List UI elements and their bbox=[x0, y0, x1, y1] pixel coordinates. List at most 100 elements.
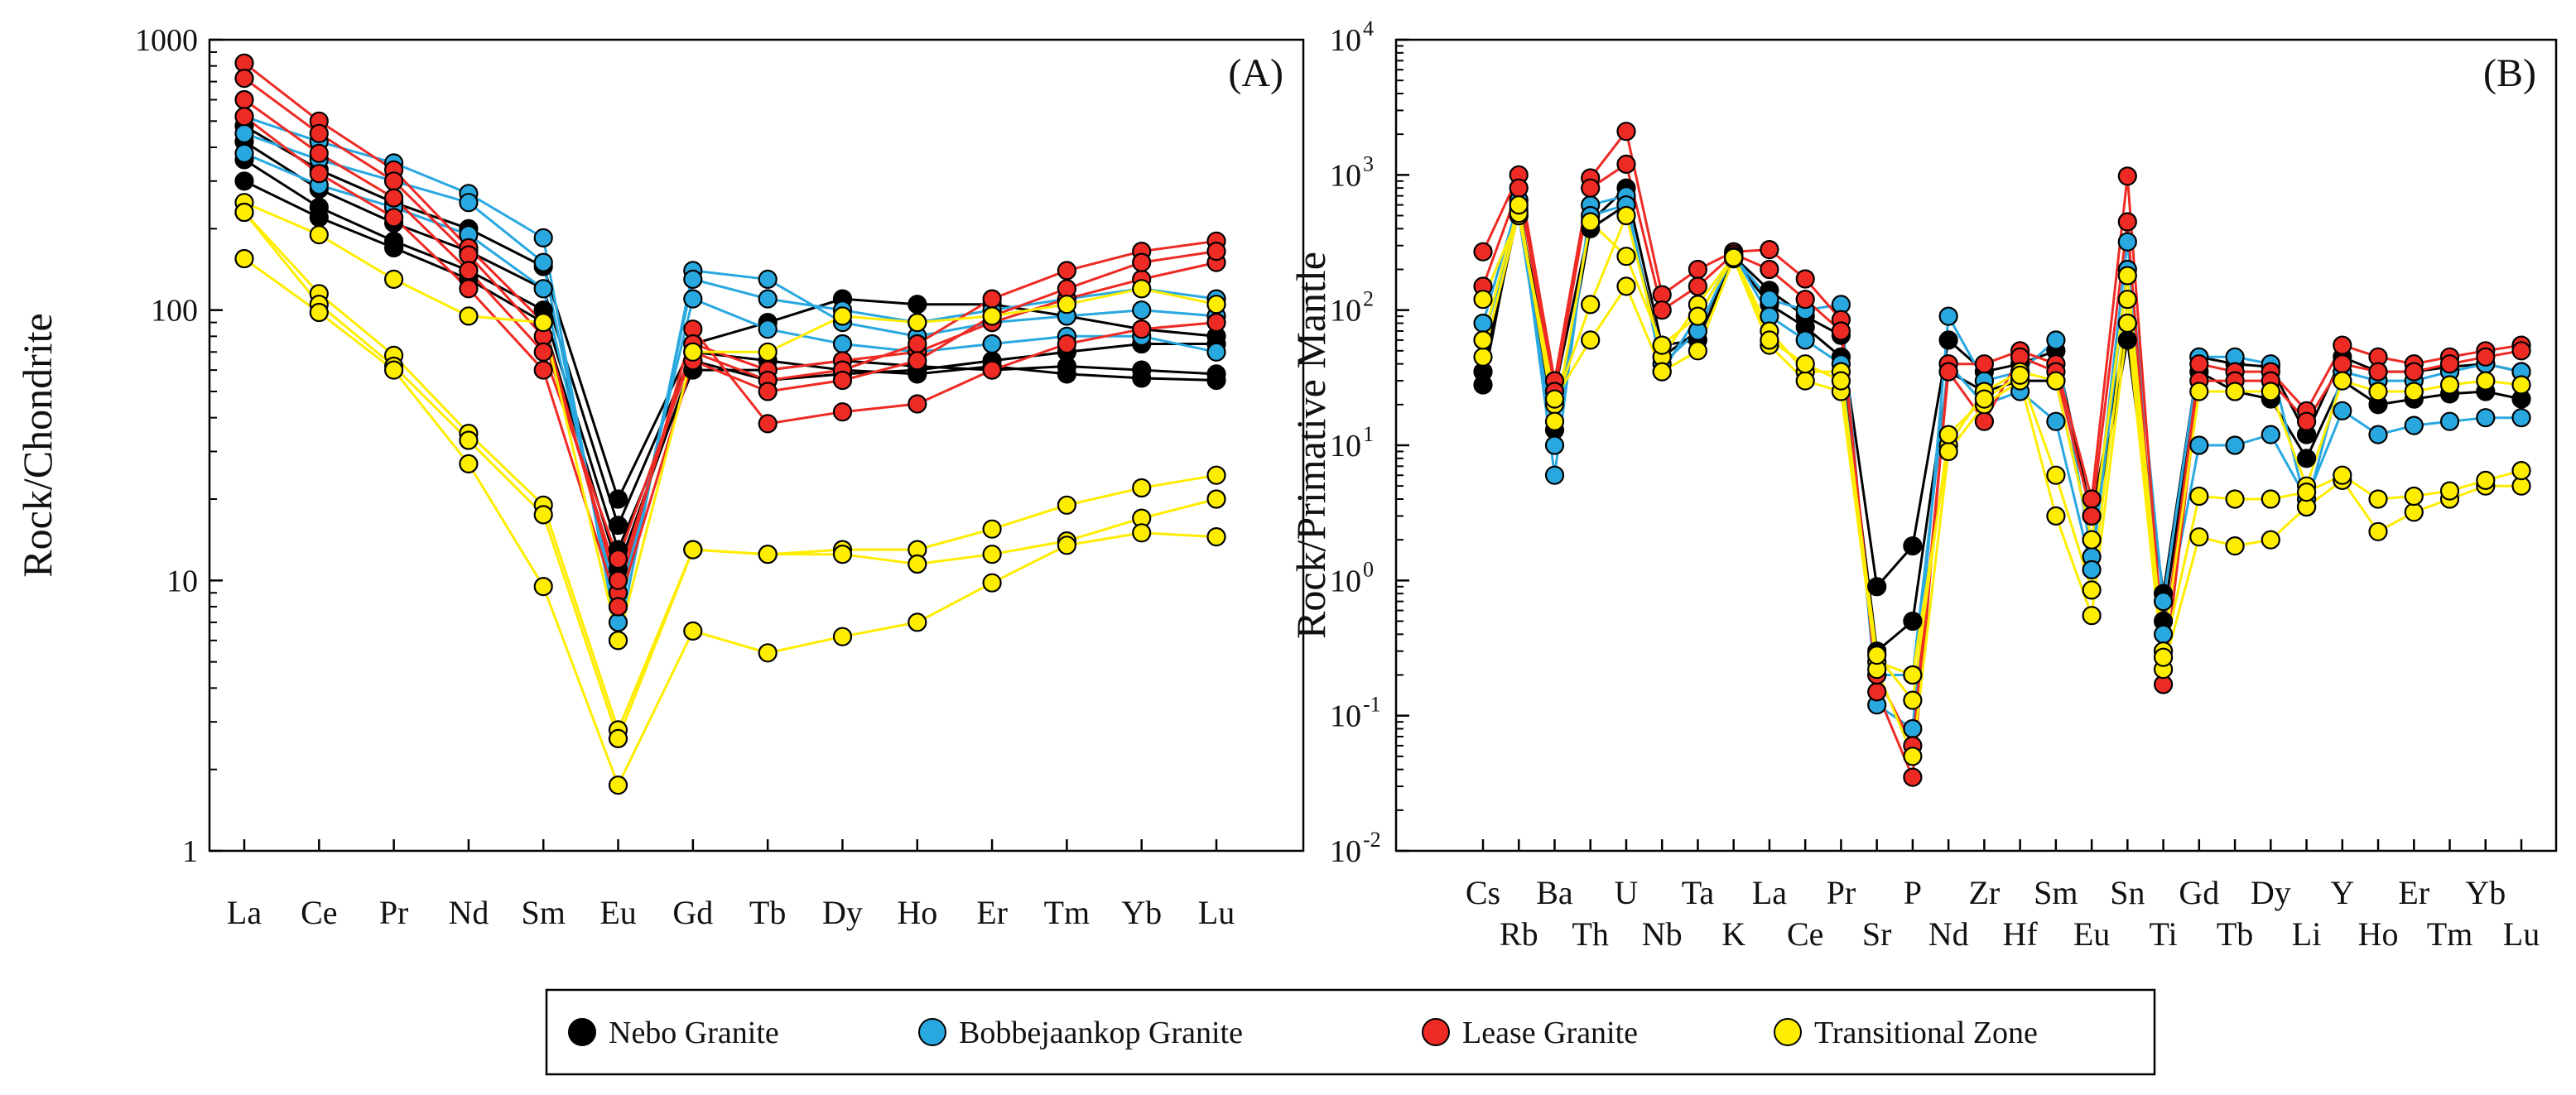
data-point-transitional-zone bbox=[2439, 375, 2460, 395]
data-point-lease-granite bbox=[1688, 259, 1707, 280]
data-point-lease-granite bbox=[2511, 341, 2531, 361]
data-point-transitional-zone bbox=[1938, 425, 1958, 444]
data-point-lease-granite bbox=[908, 394, 927, 414]
data-point-bobbejaankop-granite bbox=[2333, 401, 2352, 420]
data-point-transitional-zone bbox=[2154, 647, 2174, 667]
data-point-lease-granite bbox=[1206, 242, 1226, 262]
data-point-lease-granite bbox=[533, 360, 553, 380]
data-point-lease-granite bbox=[1974, 354, 1994, 374]
data-point-lease-granite bbox=[832, 402, 853, 422]
data-point-lease-granite bbox=[1903, 767, 1923, 787]
data-point-transitional-zone bbox=[2511, 375, 2531, 395]
data-point-lease-granite bbox=[2333, 354, 2352, 374]
data-point-transitional-zone bbox=[2404, 486, 2424, 507]
data-point-transitional-zone bbox=[1206, 526, 1226, 547]
x-tick-label: Tb bbox=[749, 894, 786, 931]
data-point-transitional-zone bbox=[1206, 465, 1226, 485]
data-point-nebo-granite bbox=[1132, 360, 1152, 380]
data-point-transitional-zone bbox=[2476, 371, 2496, 391]
data-point-transitional-zone bbox=[1903, 690, 1923, 710]
data-point-bobbejaankop-granite bbox=[1544, 435, 1565, 455]
data-point-nebo-granite bbox=[1903, 611, 1923, 632]
x-tick-label: Dy bbox=[822, 894, 863, 931]
y-tick-exponent: 4 bbox=[1363, 17, 1374, 41]
data-point-transitional-zone bbox=[2117, 290, 2137, 310]
x-tick-label-top: Pr bbox=[1827, 874, 1856, 911]
data-point-lease-granite bbox=[2333, 335, 2352, 355]
x-tick-label: Nd bbox=[448, 894, 489, 931]
data-point-lease-granite bbox=[1688, 276, 1707, 296]
y-tick-exponent: 0 bbox=[1363, 557, 1374, 581]
data-point-transitional-zone bbox=[2297, 482, 2317, 502]
data-point-lease-granite bbox=[384, 171, 404, 191]
data-point-transitional-zone bbox=[1903, 665, 1923, 685]
y-tick-label: 10 bbox=[1330, 158, 1361, 193]
data-point-lease-granite bbox=[1760, 259, 1779, 280]
data-point-lease-granite bbox=[1057, 261, 1077, 281]
data-point-transitional-zone bbox=[2261, 530, 2280, 550]
data-point-bobbejaankop-granite bbox=[2082, 560, 2102, 580]
data-point-lease-granite bbox=[234, 68, 254, 89]
data-point-transitional-zone bbox=[1544, 411, 1565, 431]
data-point-lease-granite bbox=[758, 382, 778, 401]
y-tick-label: 10 bbox=[1330, 564, 1361, 598]
data-point-bobbejaankop-granite bbox=[2368, 425, 2388, 444]
data-point-transitional-zone bbox=[1509, 195, 1529, 215]
y-tick-label: 1000 bbox=[135, 23, 198, 58]
series-line-bobbejaankop-granite bbox=[1481, 194, 2522, 732]
data-point-transitional-zone bbox=[2189, 486, 2209, 507]
data-point-lease-granite bbox=[1652, 300, 1672, 320]
x-tick-label-top: Gd bbox=[2179, 874, 2219, 911]
x-tick-label-top: Cs bbox=[1466, 874, 1500, 911]
x-tick-label: Tm bbox=[1044, 894, 1091, 931]
data-point-lease-granite bbox=[1867, 682, 1887, 702]
x-tick-label-bottom: Nd bbox=[1928, 915, 1969, 953]
data-point-lease-granite bbox=[832, 370, 853, 391]
data-point-bobbejaankop-granite bbox=[459, 193, 479, 213]
x-tick-label: Sm bbox=[522, 894, 566, 931]
x-tick-label-bottom: Lu bbox=[2503, 915, 2540, 953]
data-point-bobbejaankop-granite bbox=[1795, 330, 1815, 350]
data-point-bobbejaankop-granite bbox=[2117, 232, 2137, 252]
data-point-transitional-zone bbox=[832, 545, 853, 564]
data-point-transitional-zone bbox=[1132, 523, 1152, 543]
x-tick-label: Ce bbox=[301, 894, 337, 931]
data-point-lease-granite bbox=[1616, 122, 1636, 142]
data-point-transitional-zone bbox=[2046, 371, 2066, 391]
x-tick-label-bottom: Rb bbox=[1500, 915, 1538, 953]
data-point-nebo-granite bbox=[1206, 364, 1226, 384]
x-tick-label-top: Sn bbox=[2110, 874, 2145, 911]
data-point-transitional-zone bbox=[982, 545, 1002, 564]
data-point-bobbejaankop-granite bbox=[2404, 415, 2424, 435]
data-point-transitional-zone bbox=[1688, 306, 1707, 326]
series-line-nebo-granite bbox=[243, 124, 1217, 503]
y-tick-label: 10 bbox=[1330, 429, 1361, 463]
data-point-bobbejaankop-granite bbox=[758, 319, 778, 339]
data-point-transitional-zone bbox=[2404, 382, 2424, 401]
data-point-transitional-zone bbox=[2261, 382, 2280, 401]
y-tick-label: 10 bbox=[1330, 834, 1361, 869]
data-point-transitional-zone bbox=[2046, 465, 2066, 485]
legend-marker-transitional-zone bbox=[1774, 1018, 1802, 1046]
data-point-transitional-zone bbox=[2368, 489, 2388, 509]
data-point-transitional-zone bbox=[2117, 266, 2137, 286]
data-point-lease-granite bbox=[384, 208, 404, 228]
data-point-lease-granite bbox=[608, 549, 628, 569]
x-tick-label: Eu bbox=[599, 894, 636, 931]
series-line-lease-granite bbox=[243, 115, 1217, 612]
data-point-bobbejaankop-granite bbox=[2225, 435, 2245, 455]
y-axis-title: Rock/Chondrite bbox=[14, 313, 60, 577]
data-point-lease-granite bbox=[1509, 178, 1529, 198]
y-tick-label: 10 bbox=[166, 564, 198, 598]
data-point-bobbejaankop-granite bbox=[1760, 290, 1779, 310]
data-point-transitional-zone bbox=[608, 728, 628, 749]
data-point-lease-granite bbox=[309, 123, 329, 143]
data-point-lease-granite bbox=[2117, 212, 2137, 232]
panel-label: (A) bbox=[1228, 51, 1283, 95]
x-tick-label-top: U bbox=[1615, 874, 1639, 911]
data-point-lease-granite bbox=[908, 334, 927, 354]
legend-box bbox=[545, 988, 2156, 1076]
data-point-transitional-zone bbox=[608, 631, 628, 651]
data-point-lease-granite bbox=[758, 414, 778, 434]
